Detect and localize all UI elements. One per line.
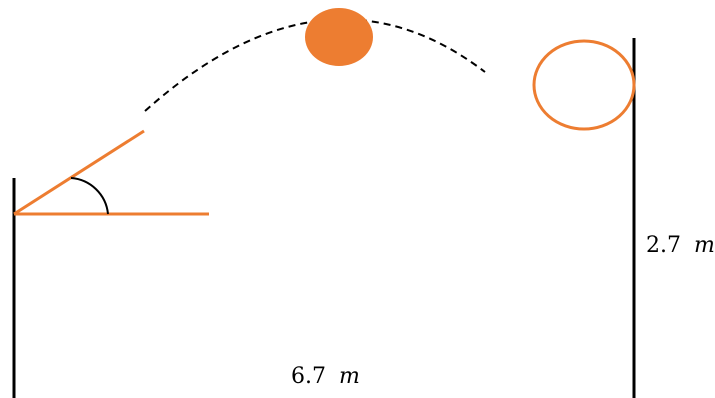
height-label: 2.7 m — [646, 233, 715, 258]
launch-angle-arc — [70, 177, 109, 215]
height-value: 2.7 — [646, 233, 681, 258]
hoop-ring — [532, 39, 636, 131]
distance-label: 6.7 m — [291, 364, 360, 389]
height-unit: m — [694, 233, 715, 258]
launch-direction-line — [13, 129, 145, 216]
ball — [305, 8, 373, 66]
trajectory-dashed-path — [144, 18, 486, 112]
distance-unit: m — [339, 364, 360, 389]
distance-value: 6.7 — [291, 364, 326, 389]
